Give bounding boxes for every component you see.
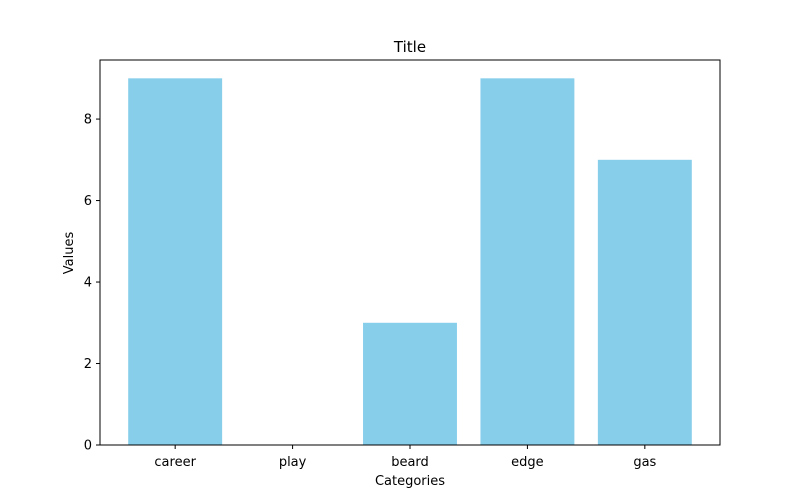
x-tick-label-beard: beard (391, 455, 429, 470)
y-tick-label: 2 (84, 357, 92, 372)
y-axis-ticks: 0 2 4 6 8 (84, 113, 100, 454)
y-tick-label: 4 (84, 276, 92, 291)
x-tick-label-edge: edge (511, 455, 544, 470)
x-tick-label-gas: gas (633, 455, 656, 470)
y-tick-label: 8 (84, 113, 92, 128)
x-tick-label-career: career (154, 455, 196, 470)
y-axis-label: Values (62, 232, 77, 275)
bar-gas (597, 159, 692, 445)
x-axis-label: Categories (375, 474, 445, 489)
y-tick-label: 0 (84, 439, 92, 454)
bars-group (128, 78, 692, 445)
chart-title: Title (393, 38, 426, 56)
x-tick-label-play: play (279, 455, 307, 470)
bar-edge (480, 78, 575, 445)
bar-beard (363, 322, 457, 445)
x-axis-ticks: career play beard edge gas (154, 445, 657, 470)
y-tick-label: 6 (84, 194, 92, 209)
bar-career (128, 78, 223, 445)
